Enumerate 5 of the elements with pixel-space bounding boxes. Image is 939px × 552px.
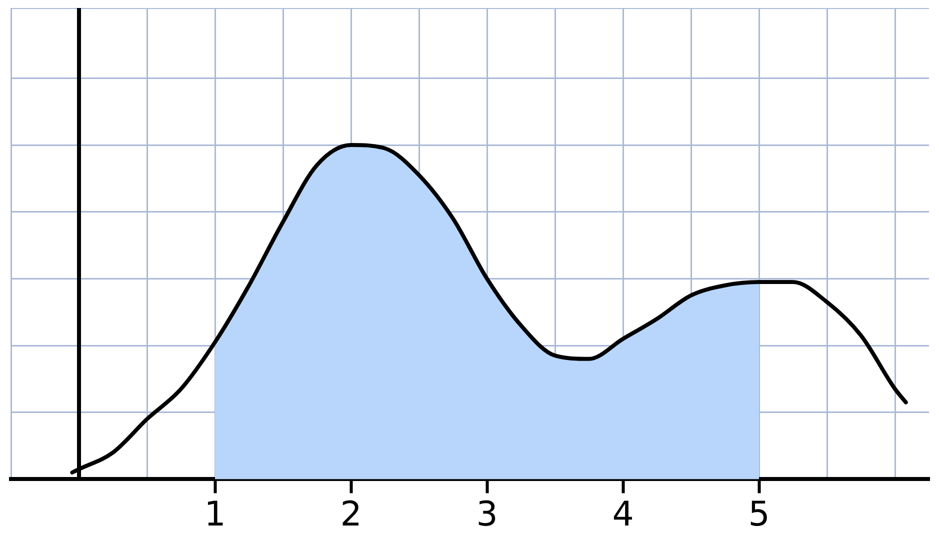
x-tick-label: 5 (748, 494, 770, 534)
x-tick-label: 2 (340, 494, 362, 534)
x-tick-label: 1 (204, 494, 226, 534)
x-tick-label: 4 (612, 494, 634, 534)
x-tick-label: 3 (476, 494, 498, 534)
